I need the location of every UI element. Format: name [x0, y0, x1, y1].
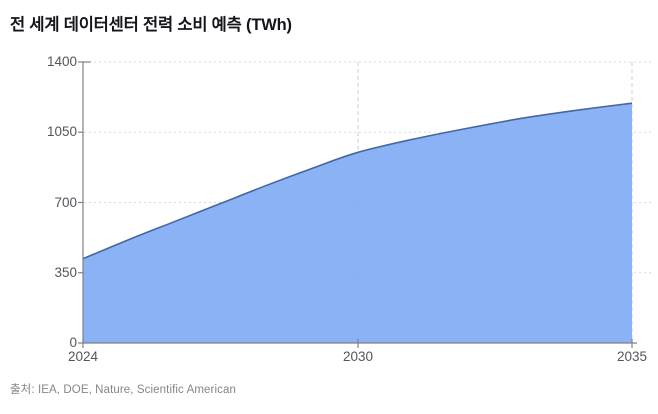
y-axis-label: 1050 [46, 124, 77, 140]
area-fill [83, 103, 632, 344]
x-axis-label: 2030 [342, 349, 374, 364]
y-axis-label: 350 [54, 264, 77, 280]
chart-title: 전 세계 데이터센터 전력 소비 예측 (TWh) [10, 16, 292, 34]
y-axis-label: 700 [54, 194, 77, 210]
area-line [82, 102, 633, 260]
x-axis-label: 2035 [616, 349, 648, 364]
y-axis-label: 0 [69, 335, 77, 350]
chart-source: 출처: IEA, DOE, Nature, Scientific America… [10, 384, 236, 396]
x-axis-label: 2024 [67, 349, 99, 364]
y-axis-label: 1400 [46, 54, 77, 69]
